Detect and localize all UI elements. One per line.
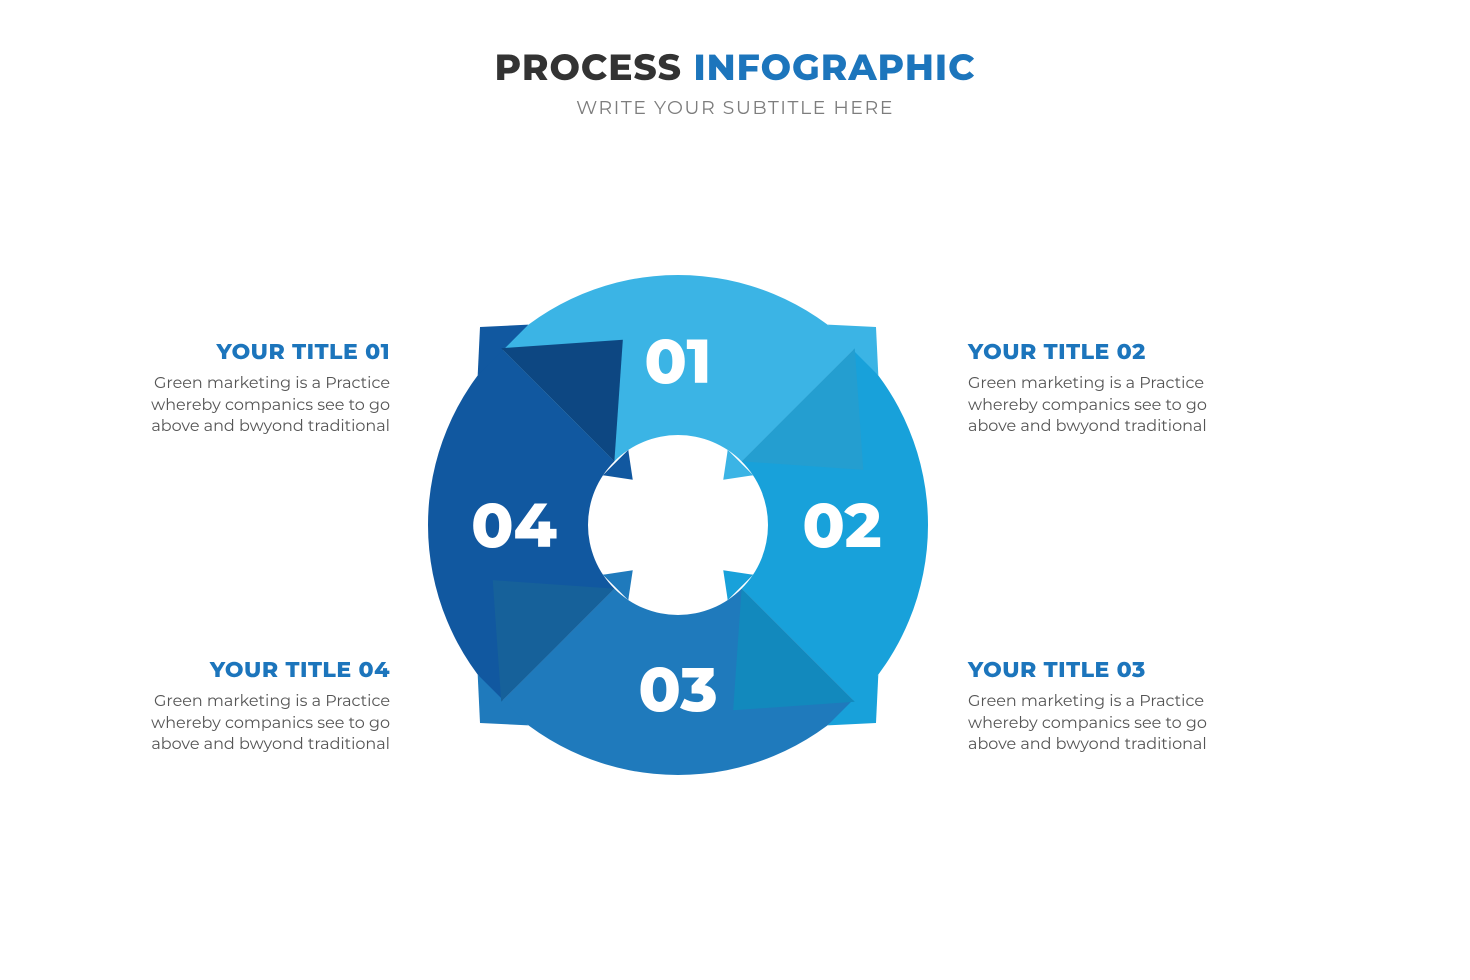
text-block-2: YOUR TITLE 02 Green marketing is a Practi… xyxy=(968,338,1238,438)
process-cycle-diagram: 01 02 03 04 xyxy=(398,245,958,805)
page-title: PROCESS INFOGRAPHIC xyxy=(0,46,1470,90)
segment-number-04: 04 xyxy=(471,487,557,563)
segment-number-01: 01 xyxy=(644,323,711,399)
block-title-4: YOUR TITLE 04 xyxy=(120,656,390,683)
block-title-2: YOUR TITLE 02 xyxy=(968,338,1238,365)
text-block-4: YOUR TITLE 04 Green marketing is a Practi… xyxy=(120,656,390,756)
header: PROCESS INFOGRAPHIC WRITE YOUR SUBTITLE … xyxy=(0,46,1470,119)
segment-number-03: 03 xyxy=(638,651,717,727)
title-part-a: PROCESS xyxy=(495,46,694,90)
block-body-1: Green marketing is a Practice whereby co… xyxy=(120,373,390,438)
text-block-3: YOUR TITLE 03 Green marketing is a Practi… xyxy=(968,656,1238,756)
block-body-4: Green marketing is a Practice whereby co… xyxy=(120,691,390,756)
block-title-1: YOUR TITLE 01 xyxy=(120,338,390,365)
text-block-1: YOUR TITLE 01 Green marketing is a Practi… xyxy=(120,338,390,438)
block-title-3: YOUR TITLE 03 xyxy=(968,656,1238,683)
segment-number-02: 02 xyxy=(802,487,881,563)
title-part-b: INFOGRAPHIC xyxy=(693,46,975,90)
block-body-3: Green marketing is a Practice whereby co… xyxy=(968,691,1238,756)
page-subtitle: WRITE YOUR SUBTITLE HERE xyxy=(0,96,1470,119)
block-body-2: Green marketing is a Practice whereby co… xyxy=(968,373,1238,438)
page: PROCESS INFOGRAPHIC WRITE YOUR SUBTITLE … xyxy=(0,0,1470,980)
